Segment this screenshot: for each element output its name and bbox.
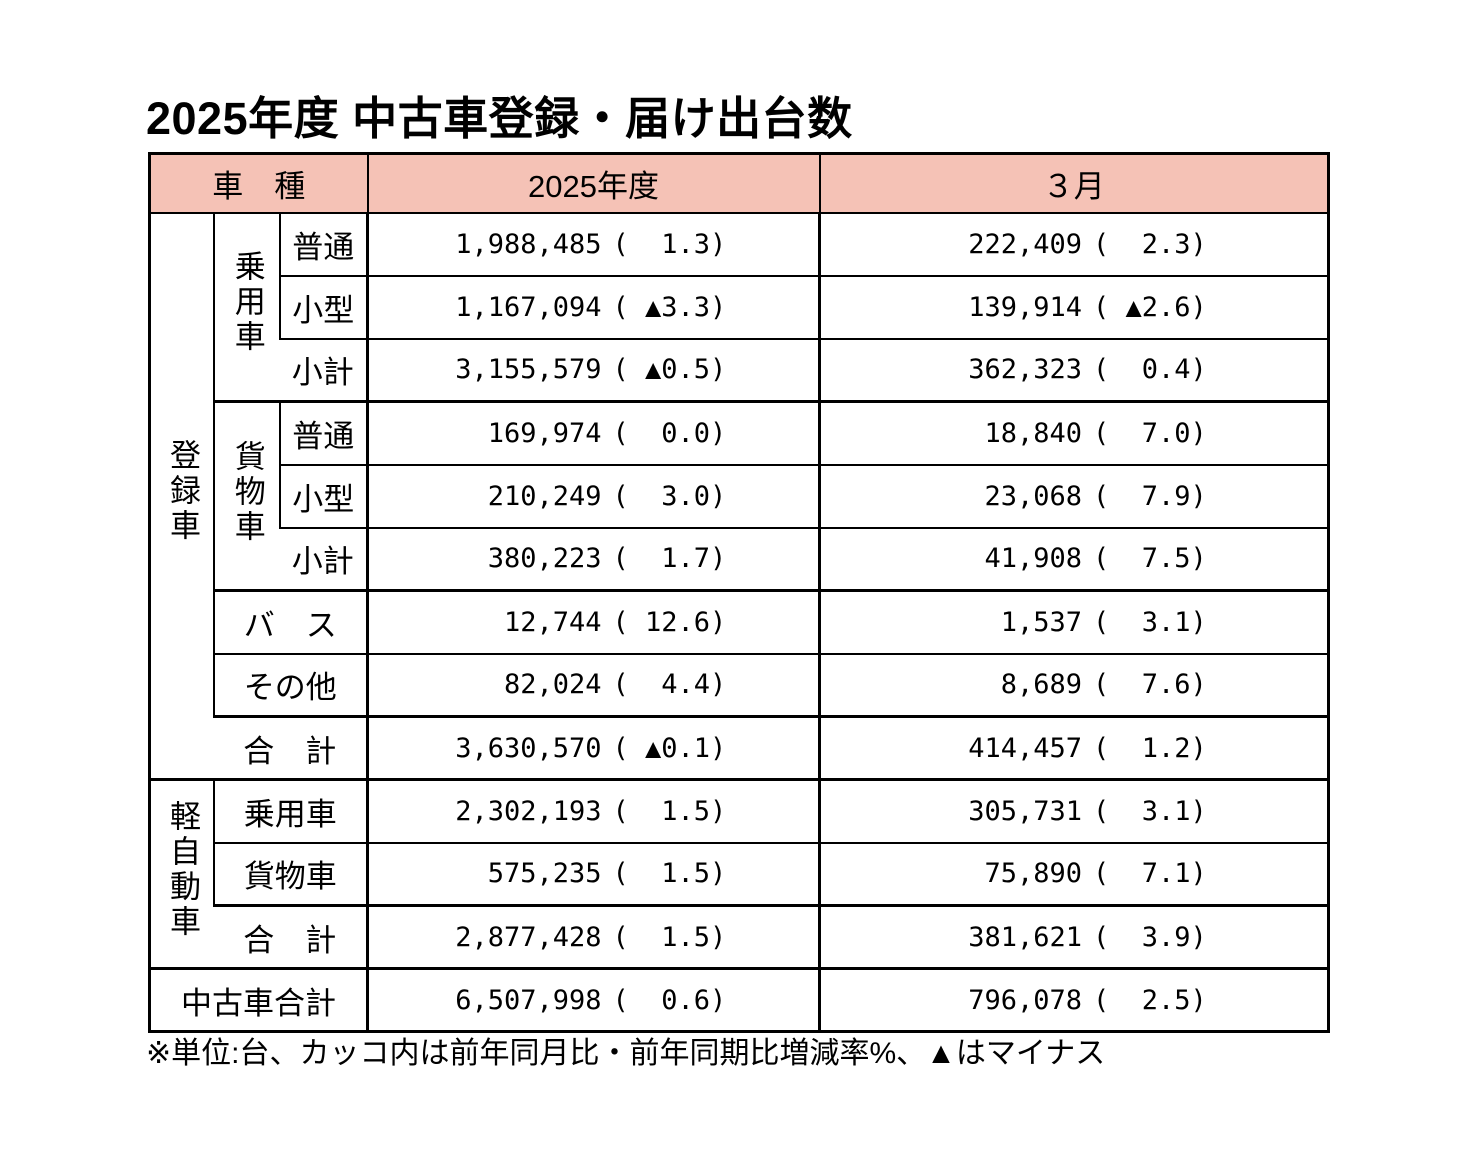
row-kei-cargo: 貨物車 575,235( 1.5) 75,890( 7.1) [150,841,1330,907]
fy-value: 2,302,193( 1.5) [455,795,727,827]
row-label: 合 計 [213,904,369,970]
row-label: 貨物車 [212,841,369,907]
mar-value-cell: 41,908( 7.5) [818,526,1330,592]
fy-value-cell: 12,744( 12.6) [366,589,821,655]
mar-value-cell: 8,689( 7.6) [818,652,1330,718]
fy-value-cell: 3,630,570( ▲0.1) [366,715,821,781]
fy-value-cell: 169,974( 0.0) [366,400,821,466]
fy-value-cell: 2,302,193( 1.5) [366,778,821,844]
fy-value: 380,223( 1.7) [487,543,727,575]
row-label: バ ス [212,589,369,655]
fy-value-cell: 2,877,428( 1.5) [366,904,821,970]
group-label-registered: 登録車 [148,211,214,781]
fy-value-cell: 82,024( 4.4) [366,652,821,718]
mar-value: 381,621( 3.9) [968,921,1207,953]
fy-value: 2,877,428( 1.5) [455,921,727,953]
row-label: 小型 [278,274,369,340]
mar-value-cell: 75,890( 7.1) [818,841,1330,907]
mar-value-cell: 1,537( 3.1) [818,589,1330,655]
mar-value: 1,537( 3.1) [1000,606,1207,638]
fy-value-cell: 3,155,579( ▲0.5) [366,337,821,403]
row-label: 小計 [279,337,369,403]
row-label: 小計 [279,526,369,592]
subgroup-label-passenger-text: 乗用車 [229,250,265,356]
mar-value-cell: 381,621( 3.9) [818,904,1330,970]
row-reg-total: 合 計 3,630,570( ▲0.1) 414,457( 1.2) [150,715,1330,781]
row-reg-bus: バ ス 12,744( 12.6) 1,537( 3.1) [150,589,1330,655]
header-vehicle-type: 車 種 [148,152,369,214]
mar-value: 362,323( 0.4) [968,354,1207,386]
header-month: ３月 [818,152,1330,214]
mar-value: 305,731( 3.1) [968,795,1207,827]
row-grand-total: 中古車合計 6,507,998( 0.6) 796,078( 2.5) [148,967,1330,1033]
mar-value-cell: 18,840( 7.0) [818,400,1330,466]
fy-value-cell: 575,235( 1.5) [366,841,821,907]
mar-value-cell: 222,409( 2.3) [818,211,1330,277]
used-car-registration-table: 車 種 2025年度 ３月 登録車 乗用車 普通 1,988,485( 1.3)… [148,152,1331,1033]
row-reg-cargo-small: 小型 210,249( 3.0) 23,068( 7.9) [150,463,1330,529]
row-label: 小型 [278,463,369,529]
page-title: 2025年度 中古車登録・届け出台数 [146,93,853,144]
row-label: 普通 [278,400,369,466]
header-fiscal-year: 2025年度 [366,152,821,214]
row-reg-passenger-subtotal: 小計 3,155,579( ▲0.5) 362,323( 0.4) [150,337,1330,403]
subgroup-label-cargo: 貨物車 [212,400,280,592]
row-kei-total: 合 計 2,877,428( 1.5) 381,621( 3.9) [150,904,1330,970]
mar-value-cell: 414,457( 1.2) [818,715,1330,781]
group-label-registered-text: 登録車 [165,439,201,545]
group-label-kei: 軽自動車 [148,778,214,970]
row-label: 普通 [278,211,369,277]
mar-value-cell: 139,914( ▲2.6) [818,274,1330,340]
mar-value: 414,457( 1.2) [968,732,1207,764]
mar-value: 41,908( 7.5) [984,543,1207,575]
fy-value: 1,167,094( ▲3.3) [455,291,727,323]
mar-value: 8,689( 7.6) [1000,669,1207,701]
row-label: その他 [212,652,369,718]
mar-value: 75,890( 7.1) [984,858,1207,890]
row-kei-passenger: 軽自動車 乗用車 2,302,193( 1.5) 305,731( 3.1) [148,778,1330,970]
fy-value-cell: 210,249( 3.0) [366,463,821,529]
fy-value: 3,155,579( ▲0.5) [455,354,727,386]
fy-value: 3,630,570( ▲0.1) [455,732,727,764]
fy-value: 12,744( 12.6) [503,606,727,638]
fy-value: 210,249( 3.0) [487,480,727,512]
row-label: 合 計 [213,715,369,781]
mar-value-cell: 362,323( 0.4) [818,337,1330,403]
mar-value-cell: 23,068( 7.9) [818,463,1330,529]
fy-value-cell: 1,988,485( 1.3) [366,211,821,277]
mar-value: 18,840( 7.0) [984,417,1207,449]
subgroup-label-passenger: 乗用車 [212,211,280,403]
fy-value-cell: 1,167,094( ▲3.3) [366,274,821,340]
mar-value-cell: 305,731( 3.1) [818,778,1330,844]
row-reg-cargo-subtotal: 小計 380,223( 1.7) 41,908( 7.5) [150,526,1330,592]
header-row: 車 種 2025年度 ３月 [148,152,1330,214]
row-reg-passenger-standard: 登録車 乗用車 普通 1,988,485( 1.3) 222,409( 2.3) [148,211,1330,781]
row-label: 中古車合計 [148,967,369,1033]
fy-value: 6,507,998( 0.6) [455,984,727,1016]
mar-value: 23,068( 7.9) [984,480,1207,512]
subgroup-label-cargo-text: 貨物車 [229,439,265,545]
row-label: 乗用車 [212,778,369,844]
mar-value-cell: 796,078( 2.5) [818,967,1330,1033]
footnote: ※単位:台、カッコ内は前年同月比・前年同期比増減率%、▲はマイナス [146,1037,1106,1070]
row-reg-cargo-standard: 貨物車 普通 169,974( 0.0) 18,840( 7.0) [150,400,1330,592]
row-reg-passenger-small: 小型 1,167,094( ▲3.3) 139,914( ▲2.6) [150,274,1330,340]
fy-value: 575,235( 1.5) [487,858,727,890]
fy-value-cell: 6,507,998( 0.6) [366,967,821,1033]
fy-value: 169,974( 0.0) [487,417,727,449]
mar-value: 222,409( 2.3) [968,228,1207,260]
row-reg-other: その他 82,024( 4.4) 8,689( 7.6) [150,652,1330,718]
fy-value-cell: 380,223( 1.7) [366,526,821,592]
fy-value: 82,024( 4.4) [503,669,727,701]
mar-value: 796,078( 2.5) [968,984,1207,1016]
group-label-kei-text: 軽自動車 [165,800,201,940]
mar-value: 139,914( ▲2.6) [968,291,1207,323]
fy-value: 1,988,485( 1.3) [455,228,727,260]
